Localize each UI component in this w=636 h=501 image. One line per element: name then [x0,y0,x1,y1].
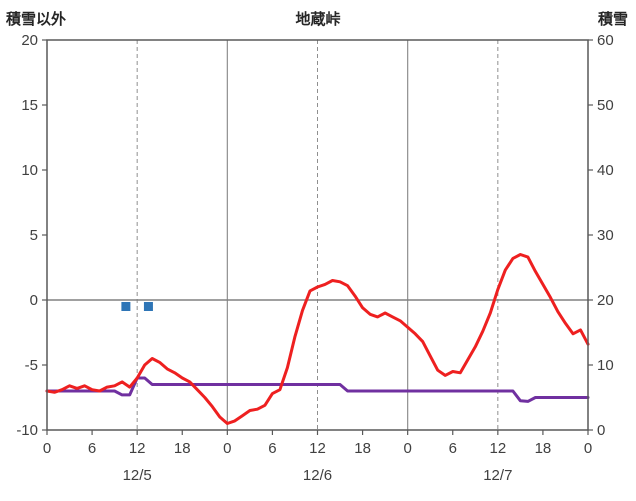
y-right-tick-label: 40 [597,162,614,179]
x-axis-tick-label: 12 [489,440,506,457]
y-left-tick-label: -10 [16,422,38,439]
blue-square-markers [143,302,153,311]
y-left-tick-label: 0 [30,292,38,309]
y-right-tick-label: 60 [597,32,614,49]
x-axis-tick-label: 12 [309,440,326,457]
x-axis-date-label: 12/6 [303,467,332,484]
x-axis-tick-label: 6 [449,440,457,457]
y-left-tick-label: 15 [21,97,38,114]
y-left-tick-label: 10 [21,162,38,179]
x-axis-date-label: 12/5 [123,467,152,484]
x-axis-date-label: 12/7 [483,467,512,484]
y-right-tick-label: 30 [597,227,614,244]
blue-square-markers [121,302,131,311]
x-axis-tick-label: 18 [174,440,191,457]
x-axis-tick-label: 0 [584,440,592,457]
left-axis-title: 積雪以外 [6,11,67,28]
x-axis-tick-label: 0 [403,440,411,457]
y-left-tick-label: -5 [25,357,38,374]
x-axis-tick-label: 0 [223,440,231,457]
chart-title: 地蔵峠 [295,11,341,28]
y-left-tick-label: 5 [30,227,38,244]
y-right-tick-label: 20 [597,292,614,309]
red-line-series [45,253,590,425]
x-axis-tick-label: 12 [129,440,146,457]
y-right-tick-label: 10 [597,357,614,374]
x-axis-tick-label: 6 [88,440,96,457]
x-axis-tick-label: 6 [268,440,276,457]
right-axis-title: 積雪 [597,11,628,28]
y-right-tick-label: 0 [597,422,605,439]
y-right-tick-label: 50 [597,97,614,114]
x-axis-tick-label: 18 [354,440,371,457]
x-axis-tick-label: 18 [535,440,552,457]
x-axis-tick-label: 0 [43,440,51,457]
y-left-tick-label: 20 [21,32,38,49]
